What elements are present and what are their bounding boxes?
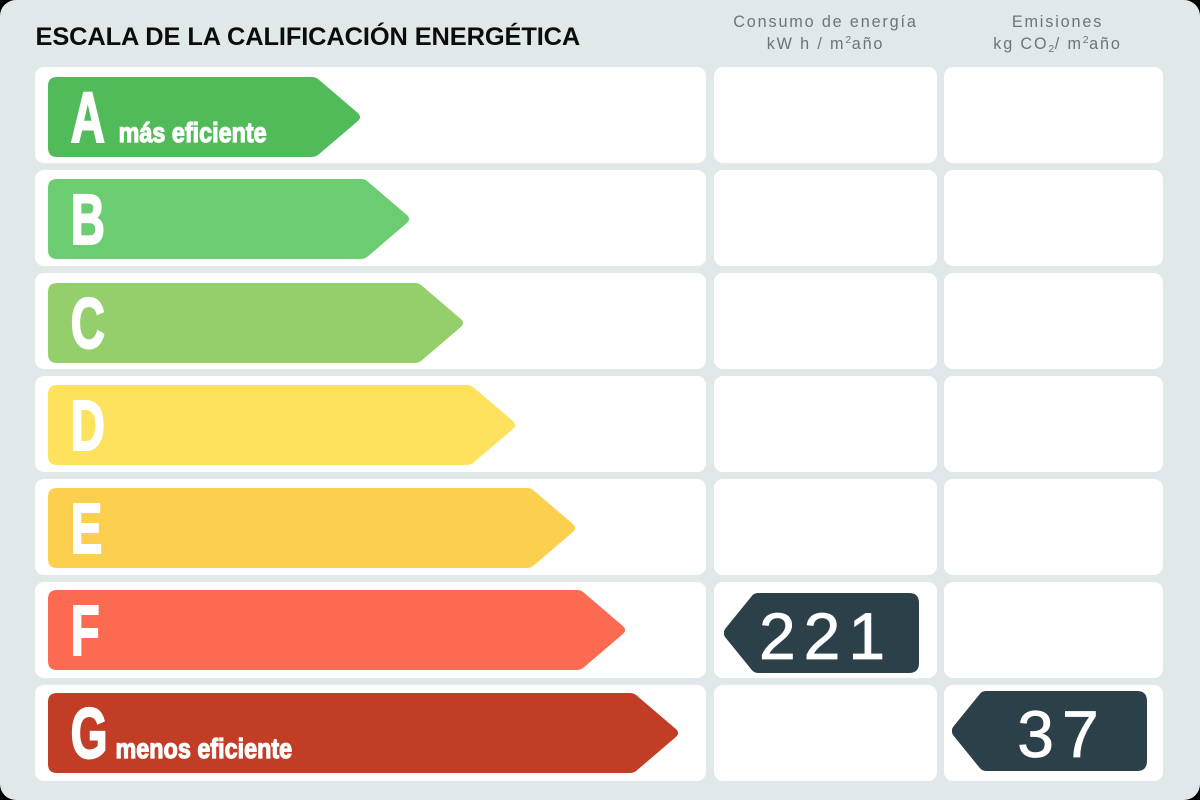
svg-text:D: D	[71, 385, 105, 465]
svg-text:B: B	[71, 179, 105, 259]
svg-text:E: E	[71, 488, 103, 568]
svg-text:más eficiente: más eficiente	[119, 118, 267, 148]
svg-text:37: 37	[1017, 697, 1106, 771]
svg-text:221: 221	[759, 599, 893, 673]
svg-text:C: C	[71, 283, 105, 363]
svg-text:A: A	[71, 77, 105, 157]
svg-text:menos eficiente: menos eficiente	[116, 734, 293, 764]
svg-text:G: G	[71, 693, 108, 773]
svg-text:F: F	[71, 590, 100, 670]
